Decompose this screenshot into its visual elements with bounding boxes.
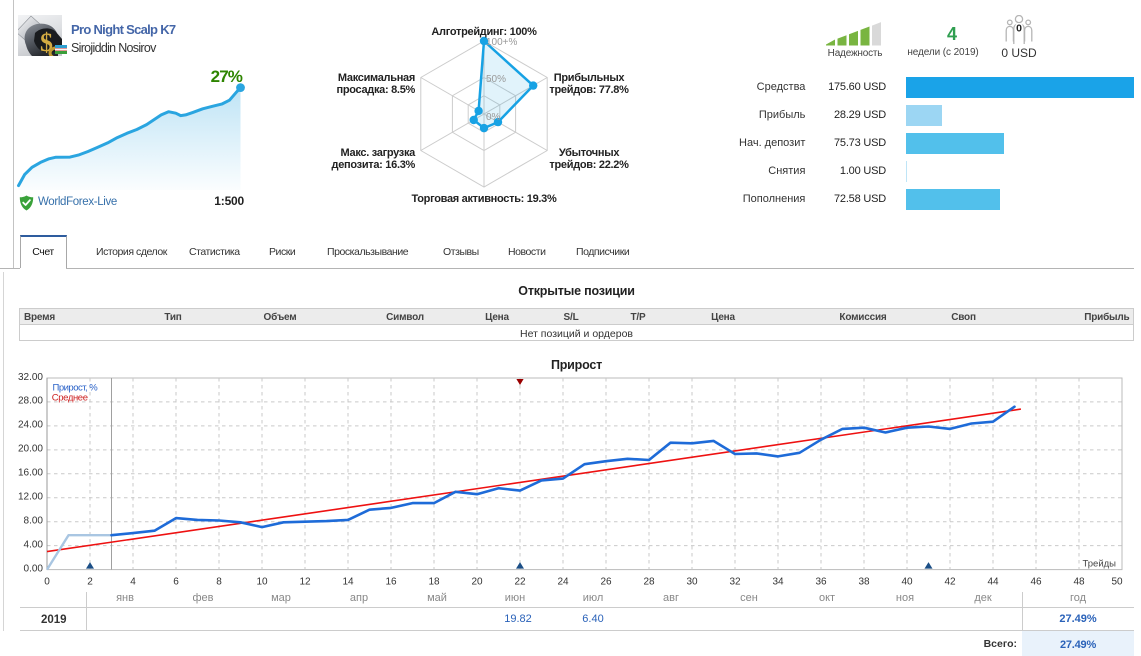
svg-text:16.00: 16.00 <box>18 468 43 479</box>
svg-text:16: 16 <box>385 576 397 586</box>
svg-text:32: 32 <box>729 576 741 586</box>
svg-text:12: 12 <box>299 576 311 586</box>
svg-text:18: 18 <box>428 576 440 586</box>
svg-text:20.00: 20.00 <box>18 444 43 455</box>
svg-text:24.00: 24.00 <box>18 420 43 431</box>
svg-text:0: 0 <box>1016 22 1022 34</box>
svg-text:48: 48 <box>1073 576 1085 586</box>
svg-text:28: 28 <box>643 576 655 586</box>
svg-text:26: 26 <box>600 576 612 586</box>
svg-text:36: 36 <box>815 576 827 586</box>
svg-text:42: 42 <box>944 576 956 586</box>
svg-text:4.00: 4.00 <box>24 539 44 550</box>
svg-text:22: 22 <box>514 576 526 586</box>
svg-text:12.00: 12.00 <box>18 492 43 503</box>
svg-text:14: 14 <box>342 576 354 586</box>
svg-text:10: 10 <box>256 576 268 586</box>
svg-text:6: 6 <box>173 576 179 586</box>
svg-text:2: 2 <box>87 576 93 586</box>
svg-text:46: 46 <box>1030 576 1042 586</box>
svg-text:0: 0 <box>44 576 50 586</box>
svg-text:$: $ <box>40 28 53 56</box>
svg-text:0.00: 0.00 <box>24 563 44 574</box>
svg-text:4: 4 <box>130 576 136 586</box>
svg-text:Прирост, %: Прирост, % <box>53 383 99 394</box>
svg-text:32.00: 32.00 <box>18 372 43 383</box>
svg-text:34: 34 <box>772 576 784 586</box>
svg-text:Трейды: Трейды <box>1082 559 1116 570</box>
svg-text:30: 30 <box>686 576 698 586</box>
svg-text:8: 8 <box>216 576 222 586</box>
svg-text:8.00: 8.00 <box>24 516 44 527</box>
svg-text:20: 20 <box>471 576 483 586</box>
svg-text:24: 24 <box>557 576 569 586</box>
svg-text:38: 38 <box>858 576 870 586</box>
svg-text:Среднее: Среднее <box>52 392 88 403</box>
svg-text:28.00: 28.00 <box>18 396 43 407</box>
svg-text:50: 50 <box>1111 576 1123 586</box>
svg-text:40: 40 <box>901 576 913 586</box>
svg-text:44: 44 <box>987 576 999 586</box>
